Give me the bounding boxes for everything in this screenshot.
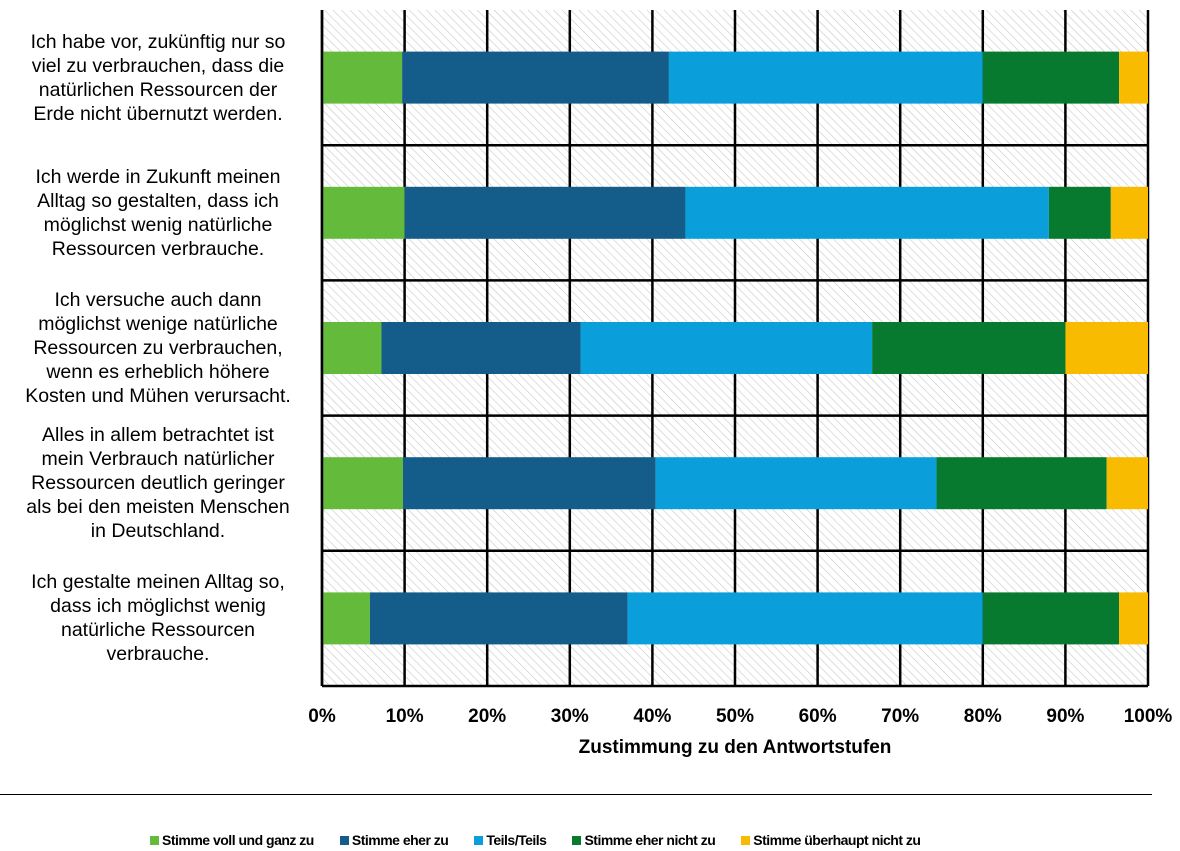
- category-label: Alles in allem betrachtet ist mein Verbr…: [26, 424, 290, 543]
- bar-segment: [404, 186, 686, 239]
- x-tick-label: 50%: [716, 706, 754, 727]
- legend-item: Teils/Teils: [474, 832, 547, 848]
- bar-segment: [627, 592, 983, 645]
- legend: Stimme voll und ganz zu Stimme eher zu Tei…: [150, 830, 946, 850]
- divider-line: [0, 794, 1152, 795]
- bars: [322, 51, 1148, 645]
- bar-segment: [1110, 186, 1148, 239]
- bar-segment: [1065, 322, 1148, 374]
- bar-segment: [936, 457, 1107, 510]
- x-tick-label: 30%: [551, 706, 589, 727]
- bar-segment: [322, 592, 370, 645]
- legend-swatch: [150, 835, 159, 845]
- x-axis-title: Zustimmung zu den Antwortstufen: [579, 737, 892, 758]
- x-tick-label: 80%: [964, 706, 1002, 727]
- bar-segment: [982, 51, 1120, 104]
- legend-item: Stimme überhaupt nicht zu: [741, 832, 921, 848]
- bar-segment: [1119, 51, 1148, 104]
- x-tick-label: 90%: [1046, 706, 1084, 727]
- bar-segment: [322, 457, 403, 510]
- legend-swatch: [741, 835, 751, 845]
- bar-segment: [872, 322, 1066, 374]
- legend-label: Stimme voll und ganz zu: [162, 832, 314, 848]
- legend-swatch: [474, 835, 484, 845]
- legend-swatch: [572, 835, 582, 845]
- bar-segment: [402, 51, 669, 104]
- x-tick-label: 40%: [633, 706, 671, 727]
- stacked-bar-chart: 0% 10% 20% 30% 40% 50% 60% 70% 80% 90% 100% Zustim…: [308, 10, 1172, 758]
- bar-segment: [322, 186, 405, 239]
- category-label: Ich gestalte meinen Alltag so, dass ich …: [31, 571, 285, 666]
- bar-segment: [322, 51, 403, 104]
- bar-segment: [381, 322, 581, 374]
- x-tick-labels: 0% 10% 20% 30% 40% 50% 60% 70% 80% 90% 100%: [308, 706, 1172, 727]
- bar-segment: [655, 457, 937, 510]
- bar-segment: [1119, 592, 1148, 645]
- bar-segment: [1106, 457, 1148, 510]
- category-label: Ich habe vor, zukünftig nur so viel zu v…: [30, 30, 286, 125]
- bar-segment: [668, 51, 983, 104]
- bar-segment: [685, 186, 1049, 239]
- legend-label: Teils/Teils: [486, 832, 547, 848]
- legend-item: Stimme eher zu: [339, 832, 449, 848]
- bar-segment: [982, 592, 1120, 645]
- axes: [320, 10, 1148, 688]
- legend-label: Stimme eher zu: [351, 832, 449, 848]
- legend-item: Stimme eher nicht zu: [572, 832, 716, 848]
- x-tick-label: 70%: [881, 706, 919, 727]
- legend-item: Stimme voll und ganz zu: [150, 832, 314, 848]
- x-tick-label: 10%: [386, 706, 424, 727]
- bar-segment: [1048, 186, 1111, 239]
- x-tick-label: 0%: [308, 706, 336, 727]
- bar-segment: [580, 322, 873, 374]
- category-label: Ich werde in Zukunft meinen Alltag so ge…: [35, 165, 281, 260]
- x-tick-label: 100%: [1124, 706, 1173, 727]
- bar-segment: [369, 592, 628, 645]
- x-tick-label: 20%: [468, 706, 506, 727]
- legend-label: Stimme eher nicht zu: [584, 832, 716, 848]
- legend-swatch: [339, 835, 349, 845]
- bar-segment: [402, 457, 656, 510]
- legend-label: Stimme überhaupt nicht zu: [753, 832, 921, 848]
- category-label: Ich versuche auch dann möglichst wenige …: [25, 289, 291, 407]
- x-tick-label: 60%: [799, 706, 837, 727]
- bar-segment: [322, 322, 382, 374]
